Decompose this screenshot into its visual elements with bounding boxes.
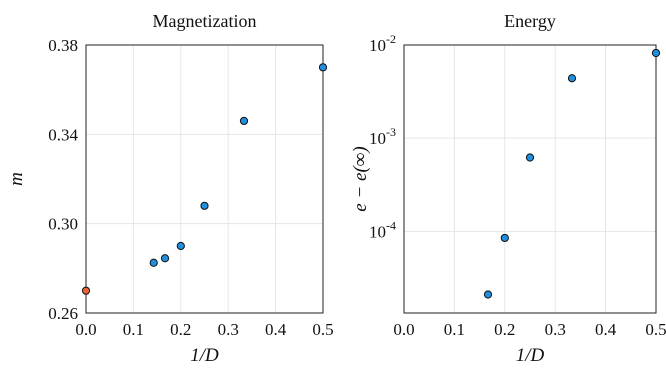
data-point — [149, 258, 158, 267]
y-tick-label: 0.30 — [48, 215, 78, 234]
chart-title: Magnetization — [153, 11, 257, 31]
y-tick-label: 10-3 — [369, 125, 396, 148]
x-tick-label: 0.0 — [75, 320, 96, 339]
y-tick-label: 0.26 — [48, 304, 78, 323]
chart-panel-0: 0.0 0.1 0.2 0.3 0.4 0.5 0.26 0.30 0.34 0.38 Magnet… — [6, 11, 334, 366]
data-point — [483, 290, 493, 299]
chart-panel-1: 0.0 0.1 0.2 0.3 0.4 0.5 10-4 10-3 10-2 Energy 1/D e… — [350, 11, 666, 366]
y-tick-label: 10-4 — [369, 218, 396, 241]
y-tick-label: 0.38 — [48, 36, 78, 55]
x-tick-label: 0.5 — [312, 320, 333, 339]
y-tick-label: 0.34 — [48, 125, 78, 144]
data-point — [81, 286, 91, 295]
chart-title: Energy — [504, 11, 556, 31]
data-point — [318, 63, 328, 72]
data-point — [651, 48, 661, 58]
x-axis-label: 1/D — [190, 345, 219, 366]
x-tick-label: 0.4 — [595, 320, 617, 339]
x-tick-label: 0.2 — [494, 320, 515, 339]
x-axis-label: 1/D — [516, 345, 545, 366]
data-point — [160, 254, 170, 263]
x-tick-label: 0.2 — [170, 320, 191, 339]
data-point — [200, 201, 209, 210]
x-tick-label: 0.3 — [218, 320, 239, 339]
x-tick-label: 0.1 — [444, 320, 465, 339]
x-tick-label: 0.0 — [393, 320, 414, 339]
x-tick-label: 0.1 — [123, 320, 144, 339]
y-axis-label: m — [6, 172, 27, 186]
data-point — [567, 74, 577, 83]
x-tick-label: 0.3 — [545, 320, 566, 339]
data-point — [500, 233, 509, 243]
y-tick-label: 10-2 — [369, 32, 396, 55]
plot-frame — [403, 44, 657, 314]
y-axis-label: e − e(∞) — [350, 146, 371, 211]
x-tick-label: 0.5 — [645, 320, 666, 339]
x-tick-label: 0.4 — [265, 320, 287, 339]
data-point — [239, 116, 249, 126]
data-point — [525, 153, 535, 162]
plot-frame — [85, 44, 324, 314]
data-point — [176, 241, 185, 251]
